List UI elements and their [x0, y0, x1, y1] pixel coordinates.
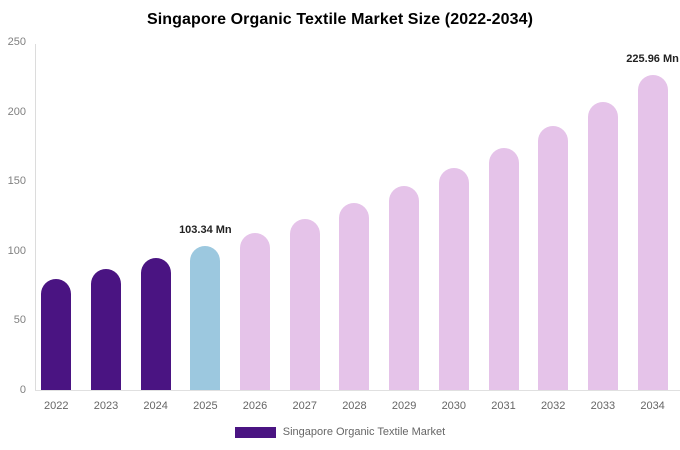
x-tick-label-2034: 2034 — [640, 400, 665, 412]
bar-2030 — [438, 167, 469, 390]
y-tick-label-250: 250 — [7, 36, 26, 48]
bar-2022 — [41, 279, 72, 390]
y-tick-label-100: 100 — [7, 244, 26, 257]
y-axis-line — [35, 44, 36, 390]
legend-swatch — [234, 426, 276, 438]
x-tick-label-2024: 2024 — [143, 400, 168, 412]
bar-2026 — [240, 233, 271, 390]
x-tick-label-2029: 2029 — [391, 400, 417, 412]
x-tick-label-2023: 2023 — [93, 400, 119, 412]
legend-label: Singapore Organic Textile Market — [282, 426, 446, 438]
y-tick-label-50: 50 — [13, 314, 26, 327]
bar-2033 — [587, 101, 618, 390]
bar-2032 — [538, 125, 569, 390]
x-tick-label-2025: 2025 — [193, 400, 218, 412]
x-tick-label-2031: 2031 — [491, 400, 516, 412]
x-tick-label-2027: 2027 — [292, 400, 317, 412]
x-tick-label-2026: 2026 — [242, 400, 268, 412]
x-tick-label-2033: 2033 — [590, 400, 616, 412]
x-tick-label-2028: 2028 — [342, 400, 367, 412]
bar-2023 — [90, 269, 121, 390]
chart-title: Singapore Organic Textile Market Size (2… — [146, 11, 534, 28]
bar-2029 — [389, 186, 420, 390]
bar-2025 — [190, 246, 221, 390]
legend: Singapore Organic Textile Market — [0, 426, 680, 438]
bar-2027 — [289, 218, 320, 390]
bar-value-label-2025: 103.34 Mn — [179, 224, 232, 237]
x-tick-label-2030: 2030 — [441, 400, 467, 412]
x-axis-line — [35, 390, 680, 391]
y-tick-label-200: 200 — [7, 105, 26, 118]
bar-2034 — [637, 75, 668, 390]
y-tick-label-150: 150 — [7, 175, 26, 188]
x-tick-label-2032: 2032 — [540, 400, 566, 412]
y-tick-label-0: 0 — [19, 384, 26, 396]
bar-value-label-2034: 225.96 Mn — [626, 53, 679, 66]
x-tick-label-2022: 2022 — [44, 400, 69, 412]
bar-2031 — [488, 147, 519, 390]
bar-2024 — [140, 258, 171, 390]
bar-2028 — [339, 203, 370, 390]
